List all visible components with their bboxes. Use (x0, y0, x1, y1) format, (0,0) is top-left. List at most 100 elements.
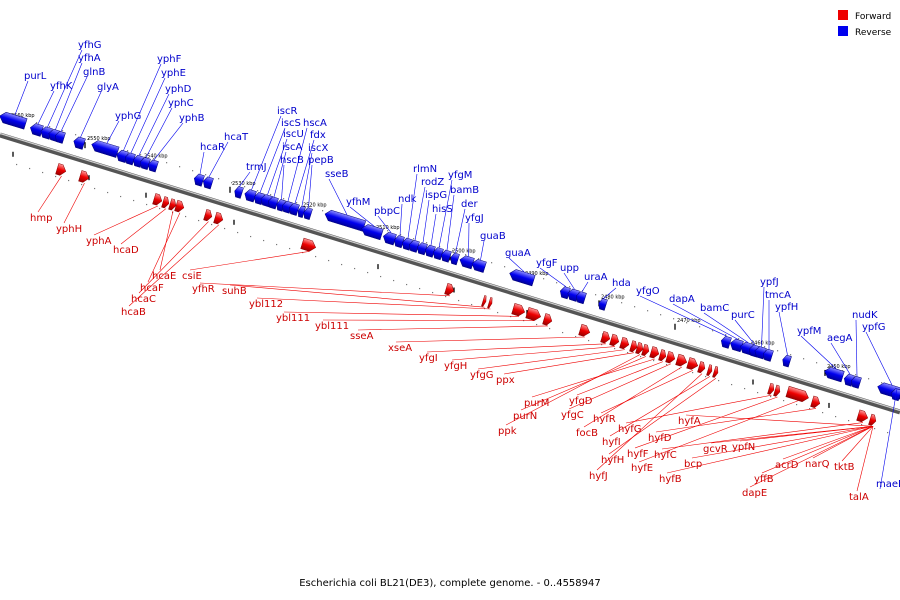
scale-dot (341, 263, 343, 266)
reverse-gene-label-yfhk-1: yfhK (50, 81, 73, 92)
reverse-gene-arrow (202, 176, 214, 190)
scale-dot (289, 247, 291, 250)
scale-dot (634, 306, 636, 308)
forward-gene-arrow (600, 331, 611, 344)
reverse-gene-label-pbpc-26: pbpC (374, 206, 400, 217)
forward-gene-label-ypfn-39: ypfN (732, 442, 755, 453)
reverse-gene-arrow (416, 242, 428, 256)
forward-gene-label-hyfa-36: hyfA (678, 416, 701, 427)
forward-gene-label-yfhr-9: yfhR (192, 284, 215, 295)
reverse-gene-leader (455, 208, 466, 253)
reverse-gene-arrow (54, 130, 66, 144)
forward-gene-leader (782, 425, 874, 460)
forward-gene-leader (503, 352, 635, 375)
forward-gene-leader (856, 426, 874, 492)
scale-dot (621, 302, 623, 304)
forward-gene-label-hcac-6: hcaC (131, 294, 156, 305)
forward-gene-label-yffb-40: yffB (754, 474, 774, 485)
reverse-gene-label-ispg-30: ispG (425, 190, 447, 201)
scale-dot (725, 334, 727, 336)
forward-gene-leader (256, 297, 491, 310)
scale-dot (647, 310, 649, 312)
forward-gene-arrow (686, 357, 699, 370)
scale-dot (120, 195, 122, 198)
reverse-gene-label-sseb-24: sseB (325, 169, 349, 180)
reverse-gene-label-ndk-27: ndk (398, 194, 417, 205)
scale-dot (179, 166, 181, 168)
reverse-gene-leader (267, 138, 288, 195)
forward-gene-arrow (641, 343, 650, 356)
scale-dot (270, 194, 272, 196)
reverse-gene-label-guaa-37: guaA (505, 248, 531, 259)
reverse-gene-label-yfhg-2: yfhG (78, 40, 102, 51)
reverse-gene-arrow (432, 247, 444, 261)
reverse-gene-leader (328, 178, 348, 215)
forward-gene-label-tktb-44: tktB (834, 462, 855, 473)
reverse-gene-leader (251, 115, 282, 190)
scale-dot (127, 150, 129, 152)
reverse-gene-leader (778, 311, 788, 356)
scale-dot (712, 330, 714, 332)
reverse-gene-arrow (850, 375, 862, 389)
forward-gene-leader (120, 208, 167, 245)
forward-gene-label-yfgd-23: yfgD (569, 396, 593, 407)
reverse-gene-label-guab-36: guaB (480, 231, 506, 242)
forward-gene-leader (229, 284, 485, 308)
scale-dot (848, 419, 850, 422)
reverse-gene-leader (800, 335, 837, 369)
reverse-gene-arrow (303, 207, 313, 220)
forward-gene-label-bcp-37: bcp (684, 459, 702, 470)
reverse-gene-leader (414, 186, 426, 241)
scale-dot (575, 335, 577, 338)
scale-dot (237, 231, 239, 234)
reverse-gene-leader (80, 91, 102, 138)
scale-dot (224, 227, 226, 230)
reverse-gene-arrow (30, 123, 44, 137)
forward-gene-label-hcae-4: hcaE (152, 271, 176, 282)
scale-dot (465, 254, 467, 256)
forward-gene-arrow (773, 384, 781, 397)
scale-dot (257, 190, 259, 192)
scale-dot (699, 326, 701, 328)
forward-gene-label-hyfb-35: hyfB (659, 474, 682, 485)
scale-dot (166, 162, 168, 164)
scale-dot (640, 355, 642, 358)
reverse-gene-label-ypfg-52: ypfG (862, 322, 886, 333)
forward-gene-arrow (161, 196, 170, 209)
scale-dot (497, 311, 499, 314)
reverse-gene-leader (855, 319, 858, 377)
genome-backbone (0, 132, 900, 415)
scale-dot (296, 202, 298, 204)
forward-gene-leader (477, 349, 626, 370)
forward-gene-arrow (697, 361, 706, 374)
reverse-gene-leader (639, 295, 728, 337)
reverse-gene-leader (603, 287, 617, 299)
scale-dot (562, 331, 564, 334)
reverse-gene-leader (468, 222, 470, 257)
reverse-gene-leader (761, 286, 765, 347)
reverse-gene-label-yphc-10: yphC (168, 98, 194, 109)
scale-dot (809, 407, 811, 410)
scale-dot (608, 298, 610, 300)
scale-dot (705, 375, 707, 378)
tick-label-4: 2520 kbp (303, 203, 327, 209)
forward-gene-leader (322, 319, 535, 321)
forward-gene-arrow (203, 208, 213, 222)
reverse-gene-leader (734, 319, 756, 346)
forward-gene-leader (93, 205, 159, 236)
scale-dot (68, 179, 70, 182)
scale-dot (185, 215, 187, 218)
reverse-gene-label-bamc-44: bamC (700, 303, 729, 314)
scale-dot (536, 323, 538, 326)
scale-dot (146, 203, 148, 206)
scale-dot (751, 342, 753, 344)
scale-dot (718, 379, 720, 382)
scale-dot (874, 427, 876, 430)
forward-gene-arrow (168, 198, 177, 211)
scale-dot (432, 291, 434, 294)
reverse-gene-leader (47, 49, 83, 128)
scale-dot (783, 399, 785, 402)
forward-gene-label-hyfe-32: hyfE (631, 463, 653, 474)
scale-dot (660, 314, 662, 316)
scale-dot (276, 243, 278, 246)
